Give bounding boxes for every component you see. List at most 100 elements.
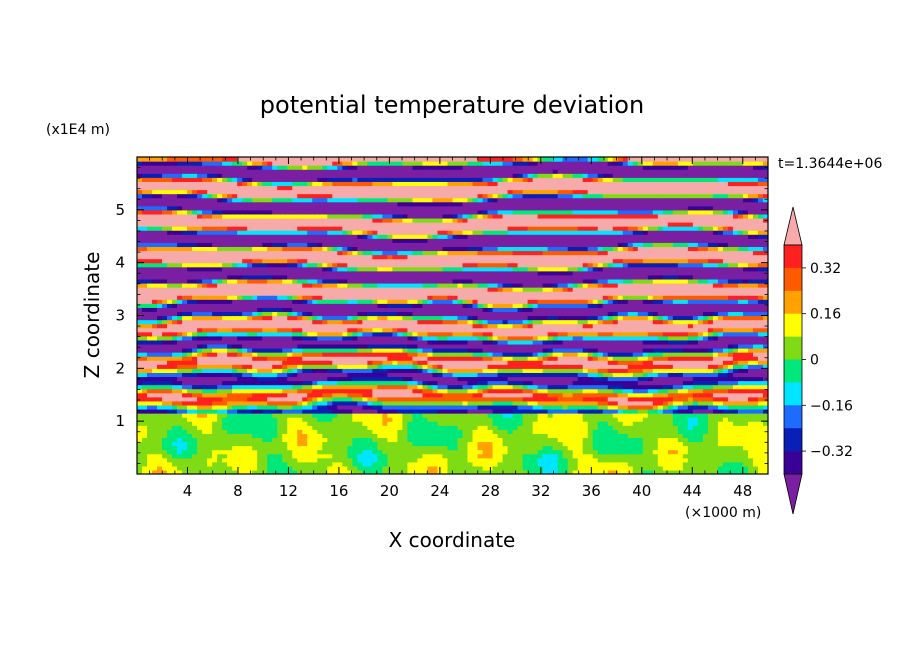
contour-cell xyxy=(307,230,313,235)
contour-cell xyxy=(167,250,173,256)
contour-cell xyxy=(187,222,193,227)
contour-cell xyxy=(367,376,373,382)
contour-cell xyxy=(187,201,193,207)
contour-cell xyxy=(407,242,414,248)
contour-cell xyxy=(437,315,444,321)
contour-cell xyxy=(152,177,158,182)
contour-cell xyxy=(432,335,439,341)
contour-cell xyxy=(162,181,168,187)
contour-cell xyxy=(327,213,333,219)
contour-cell xyxy=(372,181,378,187)
contour-cell xyxy=(162,404,168,410)
contour-cell xyxy=(437,356,444,361)
contour-cell xyxy=(337,254,343,260)
contour-cell xyxy=(422,327,429,333)
contour-cell xyxy=(287,169,293,174)
contour-cell xyxy=(397,348,404,353)
contour-cell xyxy=(142,404,148,410)
contour-cell xyxy=(277,457,283,463)
contour-cell xyxy=(282,356,288,361)
contour-cell xyxy=(227,258,233,264)
contour-cell xyxy=(167,299,173,304)
contour-cell xyxy=(437,449,444,455)
contour-cell xyxy=(427,449,434,455)
contour-cell xyxy=(232,469,238,474)
contour-cell xyxy=(432,222,439,227)
contour-cell xyxy=(212,307,218,313)
contour-cell xyxy=(337,457,343,463)
contour-cell xyxy=(322,331,328,337)
contour-cell xyxy=(197,311,203,317)
contour-cell xyxy=(297,315,303,321)
contour-cell xyxy=(182,433,188,439)
contour-cell xyxy=(452,311,459,317)
contour-cell xyxy=(397,209,404,215)
contour-cell xyxy=(302,282,308,288)
contour-cell xyxy=(367,433,373,439)
contour-cell xyxy=(192,303,198,308)
contour-cell xyxy=(172,348,178,353)
contour-cell xyxy=(227,209,233,215)
contour-cell xyxy=(242,209,248,215)
contour-cell xyxy=(302,177,308,182)
contour-cell xyxy=(292,429,298,434)
contour-cell xyxy=(167,449,173,455)
contour-cell xyxy=(322,177,328,182)
contour-cell xyxy=(327,392,333,398)
contour-cell xyxy=(347,396,353,402)
contour-cell xyxy=(292,441,298,447)
contour-cell xyxy=(212,201,218,207)
contour-cell xyxy=(172,396,178,402)
contour-cell xyxy=(252,169,258,174)
contour-cell xyxy=(407,433,414,439)
contour-cell xyxy=(162,274,168,280)
contour-cell xyxy=(137,364,143,369)
contour-cell xyxy=(437,319,444,325)
contour-cell xyxy=(422,181,429,187)
contour-cell xyxy=(357,465,363,471)
contour-cell xyxy=(247,205,253,211)
contour-cell xyxy=(192,278,198,284)
contour-cell xyxy=(382,169,388,174)
contour-cell xyxy=(312,307,318,313)
contour-cell xyxy=(257,400,263,406)
contour-cell xyxy=(252,445,258,451)
contour-cell xyxy=(197,417,203,422)
contour-cell xyxy=(447,205,454,211)
contour-cell xyxy=(432,262,439,268)
contour-cell xyxy=(357,421,363,426)
contour-cell xyxy=(357,254,363,260)
contour-cell xyxy=(282,266,288,272)
contour-cell xyxy=(392,343,399,349)
contour-cell xyxy=(262,421,268,426)
contour-cell xyxy=(192,201,198,207)
contour-cell xyxy=(337,291,343,296)
contour-cell xyxy=(172,189,178,195)
contour-cell xyxy=(272,372,278,378)
contour-cell xyxy=(377,295,383,300)
contour-cell xyxy=(247,408,253,414)
contour-cell xyxy=(187,433,193,439)
contour-cell xyxy=(252,343,258,349)
contour-cell xyxy=(322,400,328,406)
contour-cell xyxy=(407,453,414,459)
contour-cell xyxy=(402,185,409,191)
contour-cell xyxy=(332,335,338,341)
contour-cell xyxy=(292,161,298,166)
contour-cell xyxy=(347,161,353,166)
contour-cell xyxy=(312,165,318,170)
contour-cell xyxy=(312,222,318,227)
contour-cell xyxy=(297,323,303,329)
contour-cell xyxy=(207,323,213,329)
contour-cell xyxy=(407,185,414,191)
contour-cell xyxy=(372,429,378,434)
contour-cell xyxy=(332,177,338,182)
contour-cell xyxy=(217,356,223,361)
contour-cell xyxy=(277,372,283,378)
contour-cell xyxy=(317,201,323,207)
contour-cell xyxy=(347,181,353,187)
contour-cell xyxy=(407,246,414,252)
contour-cell xyxy=(172,217,178,223)
contour-cell xyxy=(197,449,203,455)
contour-cell xyxy=(422,429,429,434)
